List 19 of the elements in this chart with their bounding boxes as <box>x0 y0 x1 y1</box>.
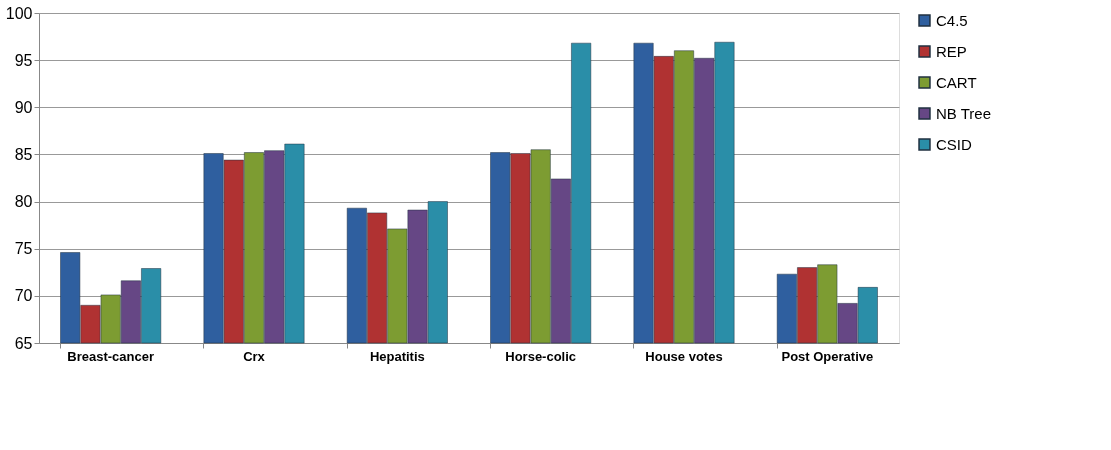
x-tick-label: Post Operative <box>781 348 874 364</box>
y-tick-label: 70 <box>14 287 33 305</box>
y-tick-label: 90 <box>14 98 33 116</box>
y-tick-label: 85 <box>14 145 33 163</box>
x-tick-label: Hepatitis <box>369 348 425 364</box>
legend-label: CSID <box>936 135 972 153</box>
y-tick-label: 100 <box>5 4 33 22</box>
x-tick-label: Horse-colic <box>505 348 577 364</box>
y-tick-label: 80 <box>14 193 33 211</box>
legend-label: NB Tree <box>936 104 992 122</box>
legend-label: REP <box>936 42 967 60</box>
legend-label: CART <box>936 73 977 91</box>
x-tick-label: Breast-cancer <box>67 348 155 364</box>
y-tick-label: 75 <box>14 240 33 258</box>
x-tick-label: Crx <box>243 348 266 364</box>
y-tick-label: 95 <box>14 51 33 69</box>
legend-label: C4.5 <box>936 11 968 29</box>
y-tick-label: 65 <box>14 334 33 352</box>
x-tick-label: House votes <box>645 348 723 364</box>
